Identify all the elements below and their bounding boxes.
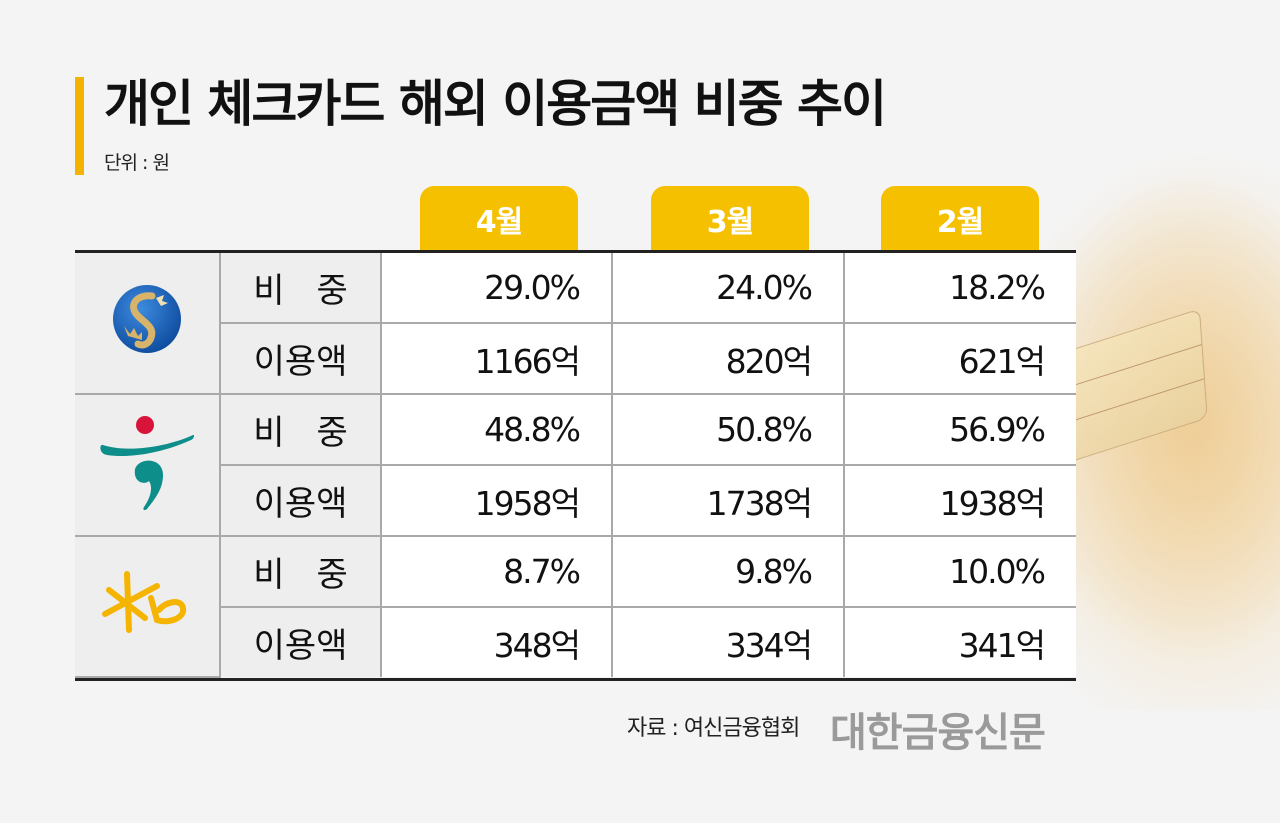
table-row: 비중 29.0% 24.0% 18.2% [75, 253, 1076, 395]
publisher-logo: 대한금융신문 [830, 710, 1046, 756]
kb-amount-mar: 334억 [611, 606, 845, 677]
shinhan-logo-icon [113, 285, 181, 353]
hana-share-apr: 48.8% [380, 393, 613, 466]
row-label-share: 비중 [219, 535, 382, 608]
row-label-share: 비중 [219, 393, 382, 466]
kb-share-mar: 9.8% [611, 535, 845, 608]
month-header-march: 3월 [651, 186, 809, 251]
bank-logo-cell [75, 535, 221, 678]
kb-amount-feb: 341억 [843, 606, 1076, 677]
shinhan-amount-feb: 621억 [843, 322, 1076, 395]
bank-logo-cell [75, 393, 221, 537]
hana-amount-mar: 1738억 [611, 464, 845, 537]
source-credit: 자료 : 여신금융협회 [627, 716, 800, 741]
month-header-february: 2월 [881, 186, 1039, 251]
table-row: 이용액 348억 334억 341억 [75, 606, 1076, 677]
title-accent-bar [75, 77, 84, 175]
data-table: 비중 29.0% 24.0% 18.2% 이용액 1166억 820억 621억… [75, 250, 1076, 681]
unit-label: 단위 : 원 [104, 152, 170, 174]
bank-logo-cell [75, 253, 221, 395]
kb-amount-apr: 348억 [380, 606, 613, 677]
row-label-amount: 이용액 [220, 464, 382, 537]
row-label-amount: 이용액 [220, 606, 382, 677]
shinhan-share-apr: 29.0% [380, 253, 613, 324]
table-row: 이용액 1958억 1738억 1938억 [75, 464, 1076, 537]
month-header-april: 4월 [420, 186, 578, 251]
hana-share-feb: 56.9% [843, 393, 1076, 466]
shinhan-amount-mar: 820억 [611, 322, 845, 395]
kb-logo-icon [102, 570, 187, 633]
hana-amount-feb: 1938억 [843, 464, 1076, 537]
shinhan-share-mar: 24.0% [611, 253, 845, 324]
hana-amount-apr: 1958억 [380, 464, 613, 537]
table-row: 이용액 1166억 820억 621억 [75, 322, 1076, 395]
kb-share-feb: 10.0% [843, 535, 1076, 608]
shinhan-share-feb: 18.2% [843, 253, 1076, 324]
row-label-share: 비중 [219, 253, 382, 324]
table-row: 비중 8.7% 9.8% 10.0% [75, 535, 1076, 678]
hana-share-mar: 50.8% [611, 393, 845, 466]
kb-share-apr: 8.7% [380, 535, 613, 608]
row-label-amount: 이용액 [220, 322, 382, 395]
table-row: 비중 48.8% 50.8% 56.9% [75, 393, 1076, 537]
hana-logo-icon [100, 416, 195, 511]
page-title: 개인 체크카드 해외 이용금액 비중 추이 [104, 75, 887, 133]
shinhan-amount-apr: 1166억 [380, 322, 613, 395]
